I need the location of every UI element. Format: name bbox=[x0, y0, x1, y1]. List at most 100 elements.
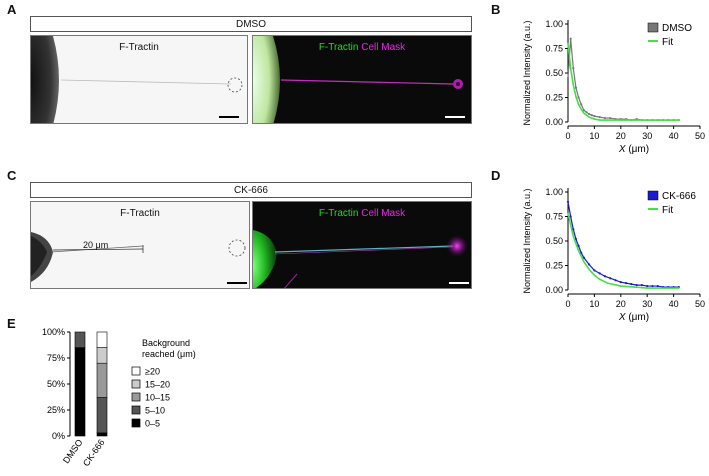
y-axis-label: Normalized Intensity (a.u.) bbox=[522, 20, 532, 125]
bar-segment bbox=[96, 362, 108, 398]
data-point bbox=[577, 96, 580, 99]
data-point bbox=[614, 279, 617, 282]
series-line-dmso bbox=[567, 38, 679, 121]
legend-swatch bbox=[647, 190, 659, 201]
dmso-merge-image: F-Tractin Cell Mask bbox=[252, 35, 472, 124]
ck666-cellmask-magenta-label: Cell Mask bbox=[361, 208, 406, 219]
dmso-ftractin-green-label: F-Tractin bbox=[318, 42, 359, 53]
data-point bbox=[593, 269, 596, 272]
y-tick-label: 0.00 bbox=[545, 117, 563, 127]
data-point bbox=[577, 244, 580, 247]
data-point bbox=[566, 76, 570, 79]
data-point bbox=[635, 284, 638, 287]
bar-segment bbox=[96, 347, 108, 364]
data-point bbox=[630, 283, 633, 286]
x-tick-label: 40 bbox=[669, 299, 679, 309]
x-tick-label: 0 bbox=[565, 131, 570, 141]
y-tick-label: 75% bbox=[47, 353, 65, 363]
data-point bbox=[609, 277, 612, 280]
x-tick-label: 40 bbox=[669, 131, 679, 141]
legend-swatch bbox=[131, 366, 141, 376]
y-tick-label: 0.75 bbox=[545, 44, 563, 54]
dmso-merge-label: F-Tractin Cell Mask bbox=[253, 42, 471, 53]
y-tick-label: 100% bbox=[42, 327, 65, 337]
data-point bbox=[572, 228, 575, 231]
chart-b-dmso-intensity: 0.00 0.25 0.50 0.75 1.00 0 10 20 30 40 50 X (μm) Nor… bbox=[522, 19, 705, 155]
data-point bbox=[633, 286, 635, 288]
chart-d-ck666-intensity: 0.00 0.25 0.50 0.75 1.00 0 10 20 30 40 50 X (μm) Nor… bbox=[522, 187, 705, 323]
dmso-ftractin-image: F-Tractin bbox=[30, 35, 248, 124]
x-axis-variable: X bbox=[618, 312, 626, 323]
data-point bbox=[580, 108, 582, 111]
y-axis-label: Normalized Intensity (a.u.) bbox=[522, 188, 532, 293]
scale-bar bbox=[219, 116, 239, 118]
legend-label: ≥20 bbox=[145, 367, 160, 377]
data-point bbox=[620, 119, 622, 121]
x-axis-unit: (μm) bbox=[626, 144, 650, 155]
data-point bbox=[633, 119, 635, 121]
data-point bbox=[646, 119, 648, 121]
chart-e-stacked-bar: 0%25%50%75%100%DMSOCK-666Backgroundreach… bbox=[42, 327, 196, 468]
data-point bbox=[572, 83, 575, 86]
condition-label-ck666: CK-666 bbox=[30, 182, 472, 198]
x-tick-label: 50 bbox=[695, 131, 705, 141]
legend-label: 10–15 bbox=[145, 393, 170, 403]
legend-swatch bbox=[131, 392, 141, 402]
y-tick-label: 50% bbox=[47, 379, 65, 389]
y-tick-label: 0.25 bbox=[545, 261, 563, 271]
ck666-ftractin-green-label: F-Tractin bbox=[318, 208, 359, 219]
data-point bbox=[588, 113, 591, 116]
data-point bbox=[583, 112, 585, 114]
dmso-ftractin-label: F-Tractin bbox=[119, 42, 159, 53]
dmso-cellmask-magenta-label: Cell Mask bbox=[361, 42, 406, 53]
data-point bbox=[593, 274, 596, 277]
y-tick-label: 0.00 bbox=[545, 285, 563, 295]
bar-segment bbox=[96, 397, 108, 434]
y-tick-label: 0.25 bbox=[545, 93, 563, 103]
x-tick-label: 30 bbox=[642, 131, 652, 141]
legend-title: reached (μm) bbox=[142, 349, 196, 359]
data-point bbox=[598, 116, 601, 119]
legend-swatch bbox=[131, 379, 141, 389]
data-point bbox=[572, 235, 575, 237]
bar-segment bbox=[74, 331, 86, 348]
data-point bbox=[678, 119, 680, 121]
ck666-merge-label: F-Tractin Cell Mask bbox=[253, 208, 471, 219]
data-point bbox=[593, 118, 596, 120]
data-point bbox=[569, 37, 572, 40]
data-point bbox=[590, 114, 593, 117]
bar-segment bbox=[74, 347, 86, 437]
measure-label: 20 μm bbox=[83, 240, 109, 250]
scale-bar bbox=[445, 116, 465, 118]
data-point bbox=[583, 260, 585, 263]
data-point bbox=[577, 250, 580, 252]
y-tick-label: 0.50 bbox=[545, 68, 563, 78]
scale-bar bbox=[449, 282, 469, 284]
data-point bbox=[609, 116, 612, 120]
data-point bbox=[567, 42, 569, 45]
data-point bbox=[606, 119, 609, 121]
legend-label: Fit bbox=[662, 37, 673, 48]
data-point bbox=[575, 95, 577, 98]
panel-letter-a: A bbox=[7, 2, 17, 17]
panel-letter-c: C bbox=[7, 168, 17, 183]
x-tick-label: CK-666 bbox=[81, 437, 107, 468]
x-axis-variable: X bbox=[618, 144, 626, 155]
data-point bbox=[640, 284, 644, 287]
data-point bbox=[582, 256, 585, 259]
data-point bbox=[574, 86, 578, 89]
data-point bbox=[585, 111, 588, 114]
dmso-ftractin-micrograph bbox=[31, 36, 243, 123]
data-point bbox=[567, 212, 569, 215]
legend-label: 15–20 bbox=[145, 380, 170, 390]
data-point bbox=[603, 275, 607, 278]
data-point bbox=[598, 278, 601, 281]
x-axis-label: X (μm) bbox=[618, 312, 649, 323]
data-point bbox=[593, 115, 596, 118]
legend-title: Background bbox=[142, 338, 190, 348]
x-tick-label: 50 bbox=[695, 299, 705, 309]
bar-segment bbox=[96, 432, 108, 437]
data-point bbox=[577, 103, 580, 106]
data-point bbox=[620, 285, 622, 287]
y-tick-label: 0% bbox=[52, 431, 65, 441]
